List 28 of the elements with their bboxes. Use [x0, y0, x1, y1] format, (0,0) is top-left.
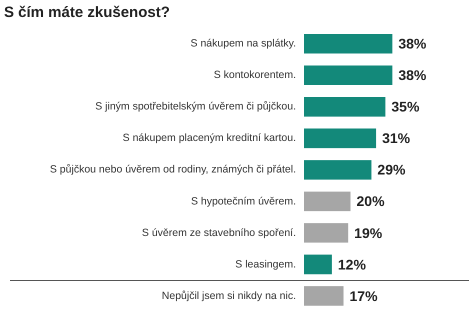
- bar: [304, 192, 350, 212]
- data-label: 38%: [398, 67, 427, 84]
- y-tick-label: S nákupem na splátky.: [190, 38, 296, 50]
- bar: [304, 97, 386, 117]
- bar: [304, 128, 376, 148]
- bar: [304, 34, 392, 54]
- y-tick-label: S kontokorentem.: [214, 69, 296, 82]
- y-tick-label: Nepůjčil jsem si nikdy na nic.: [162, 290, 296, 302]
- data-label: 29%: [377, 162, 406, 178]
- data-label: 35%: [391, 98, 420, 115]
- y-tick-label: S úvěrem ze stavebního spoření.: [142, 226, 296, 239]
- data-label: 19%: [354, 224, 383, 241]
- data-label: 12%: [338, 256, 366, 272]
- y-tick-label: S půjčkou nebo úvěrem od rodiny, známých či přátel.: [50, 164, 296, 176]
- y-tick-label: S leasingem.: [235, 258, 296, 270]
- text: S čím máte zkušenost?: [4, 4, 170, 22]
- y-tick-label: S nákupem placeným kreditní kartou.: [122, 132, 296, 144]
- y-tick-label: S jiným spotřebitelským úvěrem či půjčkou.: [95, 100, 296, 113]
- data-label: 31%: [382, 130, 411, 146]
- bar: [304, 286, 344, 306]
- bar: [304, 254, 332, 274]
- bar: [304, 66, 392, 86]
- bar: [304, 160, 372, 180]
- bar: [304, 223, 348, 243]
- data-label: 17%: [350, 288, 378, 304]
- y-tick-label: S hypotečním úvěrem.: [190, 195, 296, 208]
- data-label: 20%: [356, 193, 386, 210]
- data-label: 38%: [398, 36, 427, 52]
